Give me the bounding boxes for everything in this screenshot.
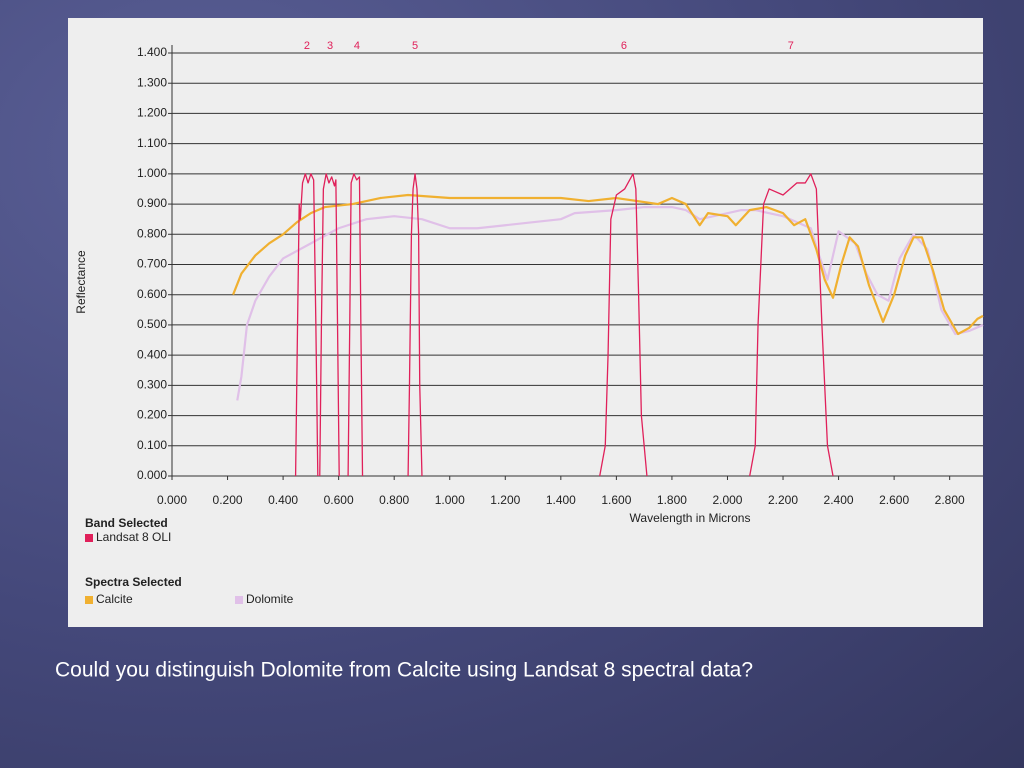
y-tick-label: 0.900	[137, 196, 167, 210]
x-tick-label: 1.600	[601, 493, 631, 507]
x-tick-label: 2.000	[712, 493, 742, 507]
y-tick-label: 0.600	[137, 287, 167, 301]
x-tick-label: 0.200	[213, 493, 243, 507]
x-tick-label: 2.400	[824, 493, 854, 507]
x-tick-label: 2.600	[879, 493, 909, 507]
x-tick-label: 1.000	[435, 493, 465, 507]
y-axis-label: Reflectance	[74, 250, 88, 314]
x-tick-label: 2.800	[935, 493, 965, 507]
legend-label: Calcite	[96, 592, 133, 606]
x-tick-label: 2.200	[768, 493, 798, 507]
x-tick-label: 1.400	[546, 493, 576, 507]
chart-panel	[68, 18, 983, 627]
y-tick-label: 0.400	[137, 347, 167, 361]
x-tick-label: 0.800	[379, 493, 409, 507]
caption: Could you distinguish Dolomite from Calc…	[55, 659, 753, 682]
x-tick-label: 0.400	[268, 493, 298, 507]
legend-swatch	[85, 596, 93, 604]
y-tick-label: 0.500	[137, 317, 167, 331]
y-tick-label: 0.300	[137, 378, 167, 392]
legend-label: Landsat 8 OLI	[96, 530, 171, 544]
series-line	[232, 193, 984, 336]
x-tick-label: 1.200	[490, 493, 520, 507]
legend-swatch	[235, 596, 243, 604]
series-line	[294, 173, 834, 477]
band-label: 4	[354, 40, 360, 52]
spectra-legend-title: Spectra Selected	[85, 575, 182, 589]
x-tick-label: 0.000	[157, 493, 187, 507]
band-label: 5	[412, 40, 418, 52]
y-tick-label: 1.400	[137, 45, 167, 59]
y-tick-label: 1.100	[137, 136, 167, 150]
y-tick-label: 0.200	[137, 408, 167, 422]
y-tick-label: 1.200	[137, 106, 167, 120]
y-tick-label: 0.100	[137, 438, 167, 452]
y-tick-label: 0.800	[137, 226, 167, 240]
x-tick-label: 1.800	[657, 493, 687, 507]
x-tick-label: 0.600	[324, 493, 354, 507]
y-tick-label: 1.000	[137, 166, 167, 180]
band-label: 7	[788, 40, 794, 52]
x-axis-label: Wavelength in Microns	[630, 511, 751, 525]
y-tick-label: 0.000	[137, 468, 167, 482]
y-tick-label: 1.300	[137, 75, 167, 89]
band-label: 2	[304, 40, 310, 52]
band-legend-title: Band Selected	[85, 516, 168, 530]
band-label: 6	[621, 40, 627, 52]
band-label: 3	[327, 40, 333, 52]
y-tick-label: 0.700	[137, 257, 167, 271]
legend-swatch	[85, 534, 93, 542]
legend-label: Dolomite	[246, 592, 294, 606]
